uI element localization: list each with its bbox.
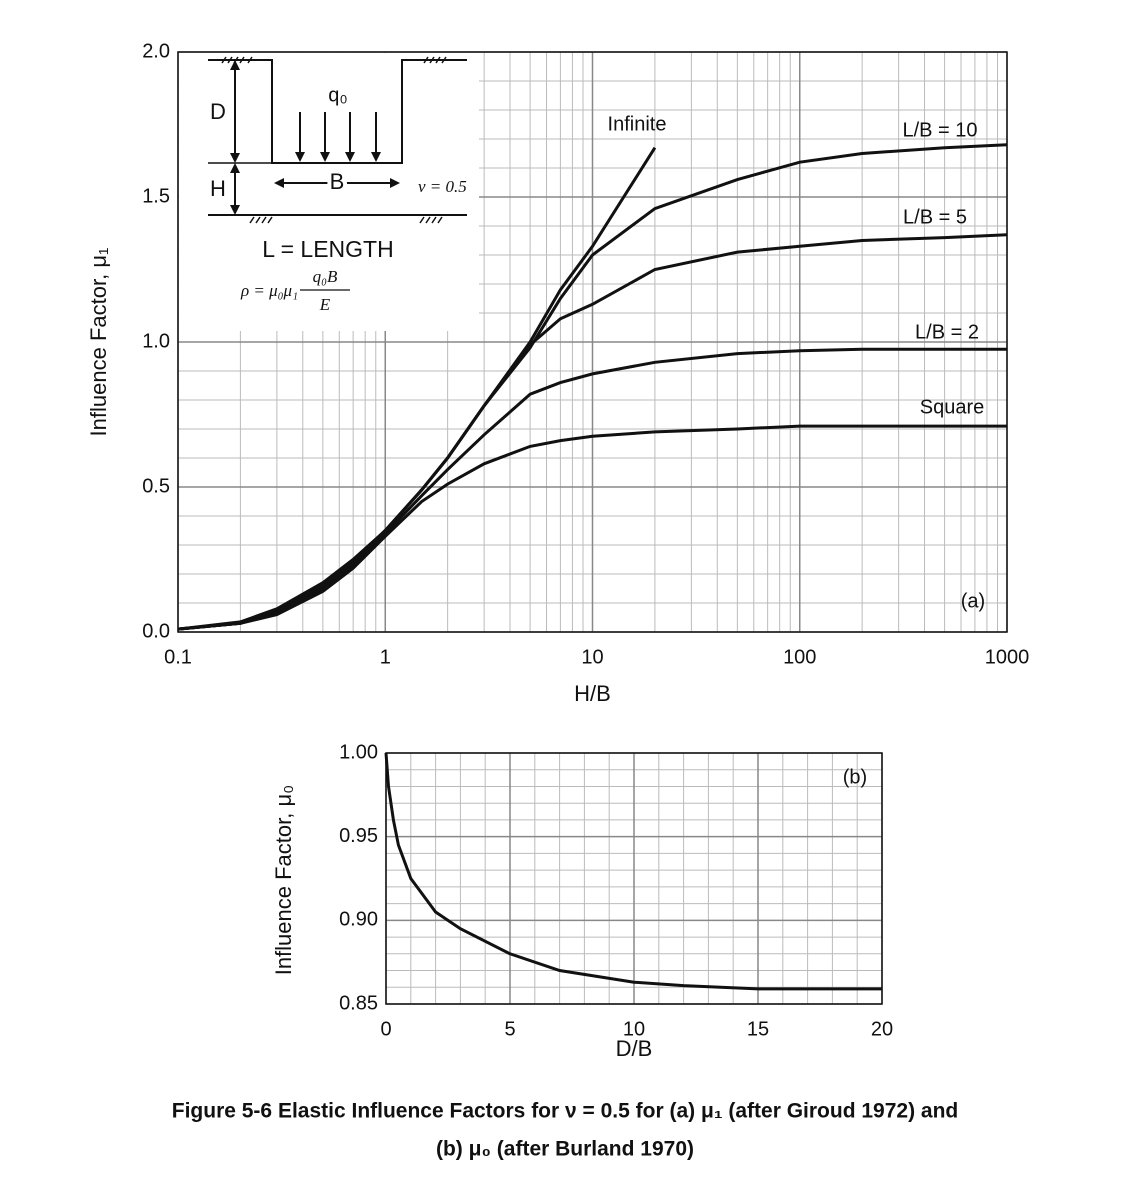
y-axis-label: Influence Factor, μ₁: [86, 248, 111, 437]
y-tick-label: 1.00: [339, 741, 378, 763]
y-tick-label: 0.5: [142, 475, 170, 497]
curve-label: L/B = 2: [915, 321, 979, 343]
y-tick-label: 0.85: [339, 992, 378, 1014]
x-tick-label: 1: [380, 646, 391, 668]
y-tick-label: 0.0: [142, 620, 170, 642]
x-tick-label: 20: [871, 1018, 893, 1040]
inset-label: H: [210, 176, 226, 201]
inset-diagram: D q₀ H B ν = 0.5 L = LENGTH ρ = μ₀μ₁ q₀B…: [179, 53, 479, 331]
curve-label: Square: [920, 396, 985, 418]
curve-label: L/B = 5: [903, 206, 967, 228]
curve: [384, 752, 882, 991]
plot-frame: [385, 752, 883, 1005]
inset-drawing: [208, 56, 467, 291]
inset-formula: ρ = μ₀μ₁: [240, 281, 298, 300]
x-tick-label: 0: [380, 1018, 391, 1040]
inset-formula: q₀B: [313, 267, 338, 286]
y-tick-label: 1.5: [142, 185, 170, 207]
y-tick-label: 1.0: [142, 330, 170, 352]
panel-label: (a): [961, 590, 985, 612]
curve-label: Infinite: [608, 113, 667, 135]
x-axis-label: H/B: [574, 681, 611, 706]
y-tick-label: 2.0: [142, 40, 170, 62]
x-tick-label: 10: [581, 646, 603, 668]
inset-label: B: [330, 169, 345, 194]
x-tick-label: 0.1: [164, 646, 192, 668]
x-tick-label: 5: [504, 1018, 515, 1040]
inset-label: q₀: [328, 84, 347, 106]
x-tick-label: 100: [783, 646, 816, 668]
inset-label: L = LENGTH: [262, 236, 393, 262]
x-tick-label: 1000: [985, 646, 1030, 668]
x-tick-label: 10: [623, 1018, 645, 1040]
caption: Figure 5-6 Elastic Influence Factors for…: [172, 1100, 959, 1123]
inset-formula: E: [319, 295, 331, 314]
curve: [177, 347, 1007, 631]
panel-label: (b): [843, 766, 867, 788]
y-axis-label: Influence Factor, μ₀: [271, 785, 296, 976]
inset-label: ν = 0.5: [418, 177, 467, 196]
x-axis-label: D/B: [616, 1036, 653, 1061]
plot-frame: [177, 51, 1008, 633]
curve-label: L/B = 10: [902, 119, 977, 141]
caption: (b) μ₀ (after Burland 1970): [436, 1138, 694, 1161]
x-tick-label: 15: [747, 1018, 769, 1040]
curve: [177, 233, 1008, 631]
inset-background: [179, 53, 479, 331]
y-tick-label: 0.90: [339, 909, 378, 931]
inset-label: D: [210, 99, 226, 124]
curve: [177, 424, 1007, 631]
y-tick-label: 0.95: [339, 825, 378, 847]
